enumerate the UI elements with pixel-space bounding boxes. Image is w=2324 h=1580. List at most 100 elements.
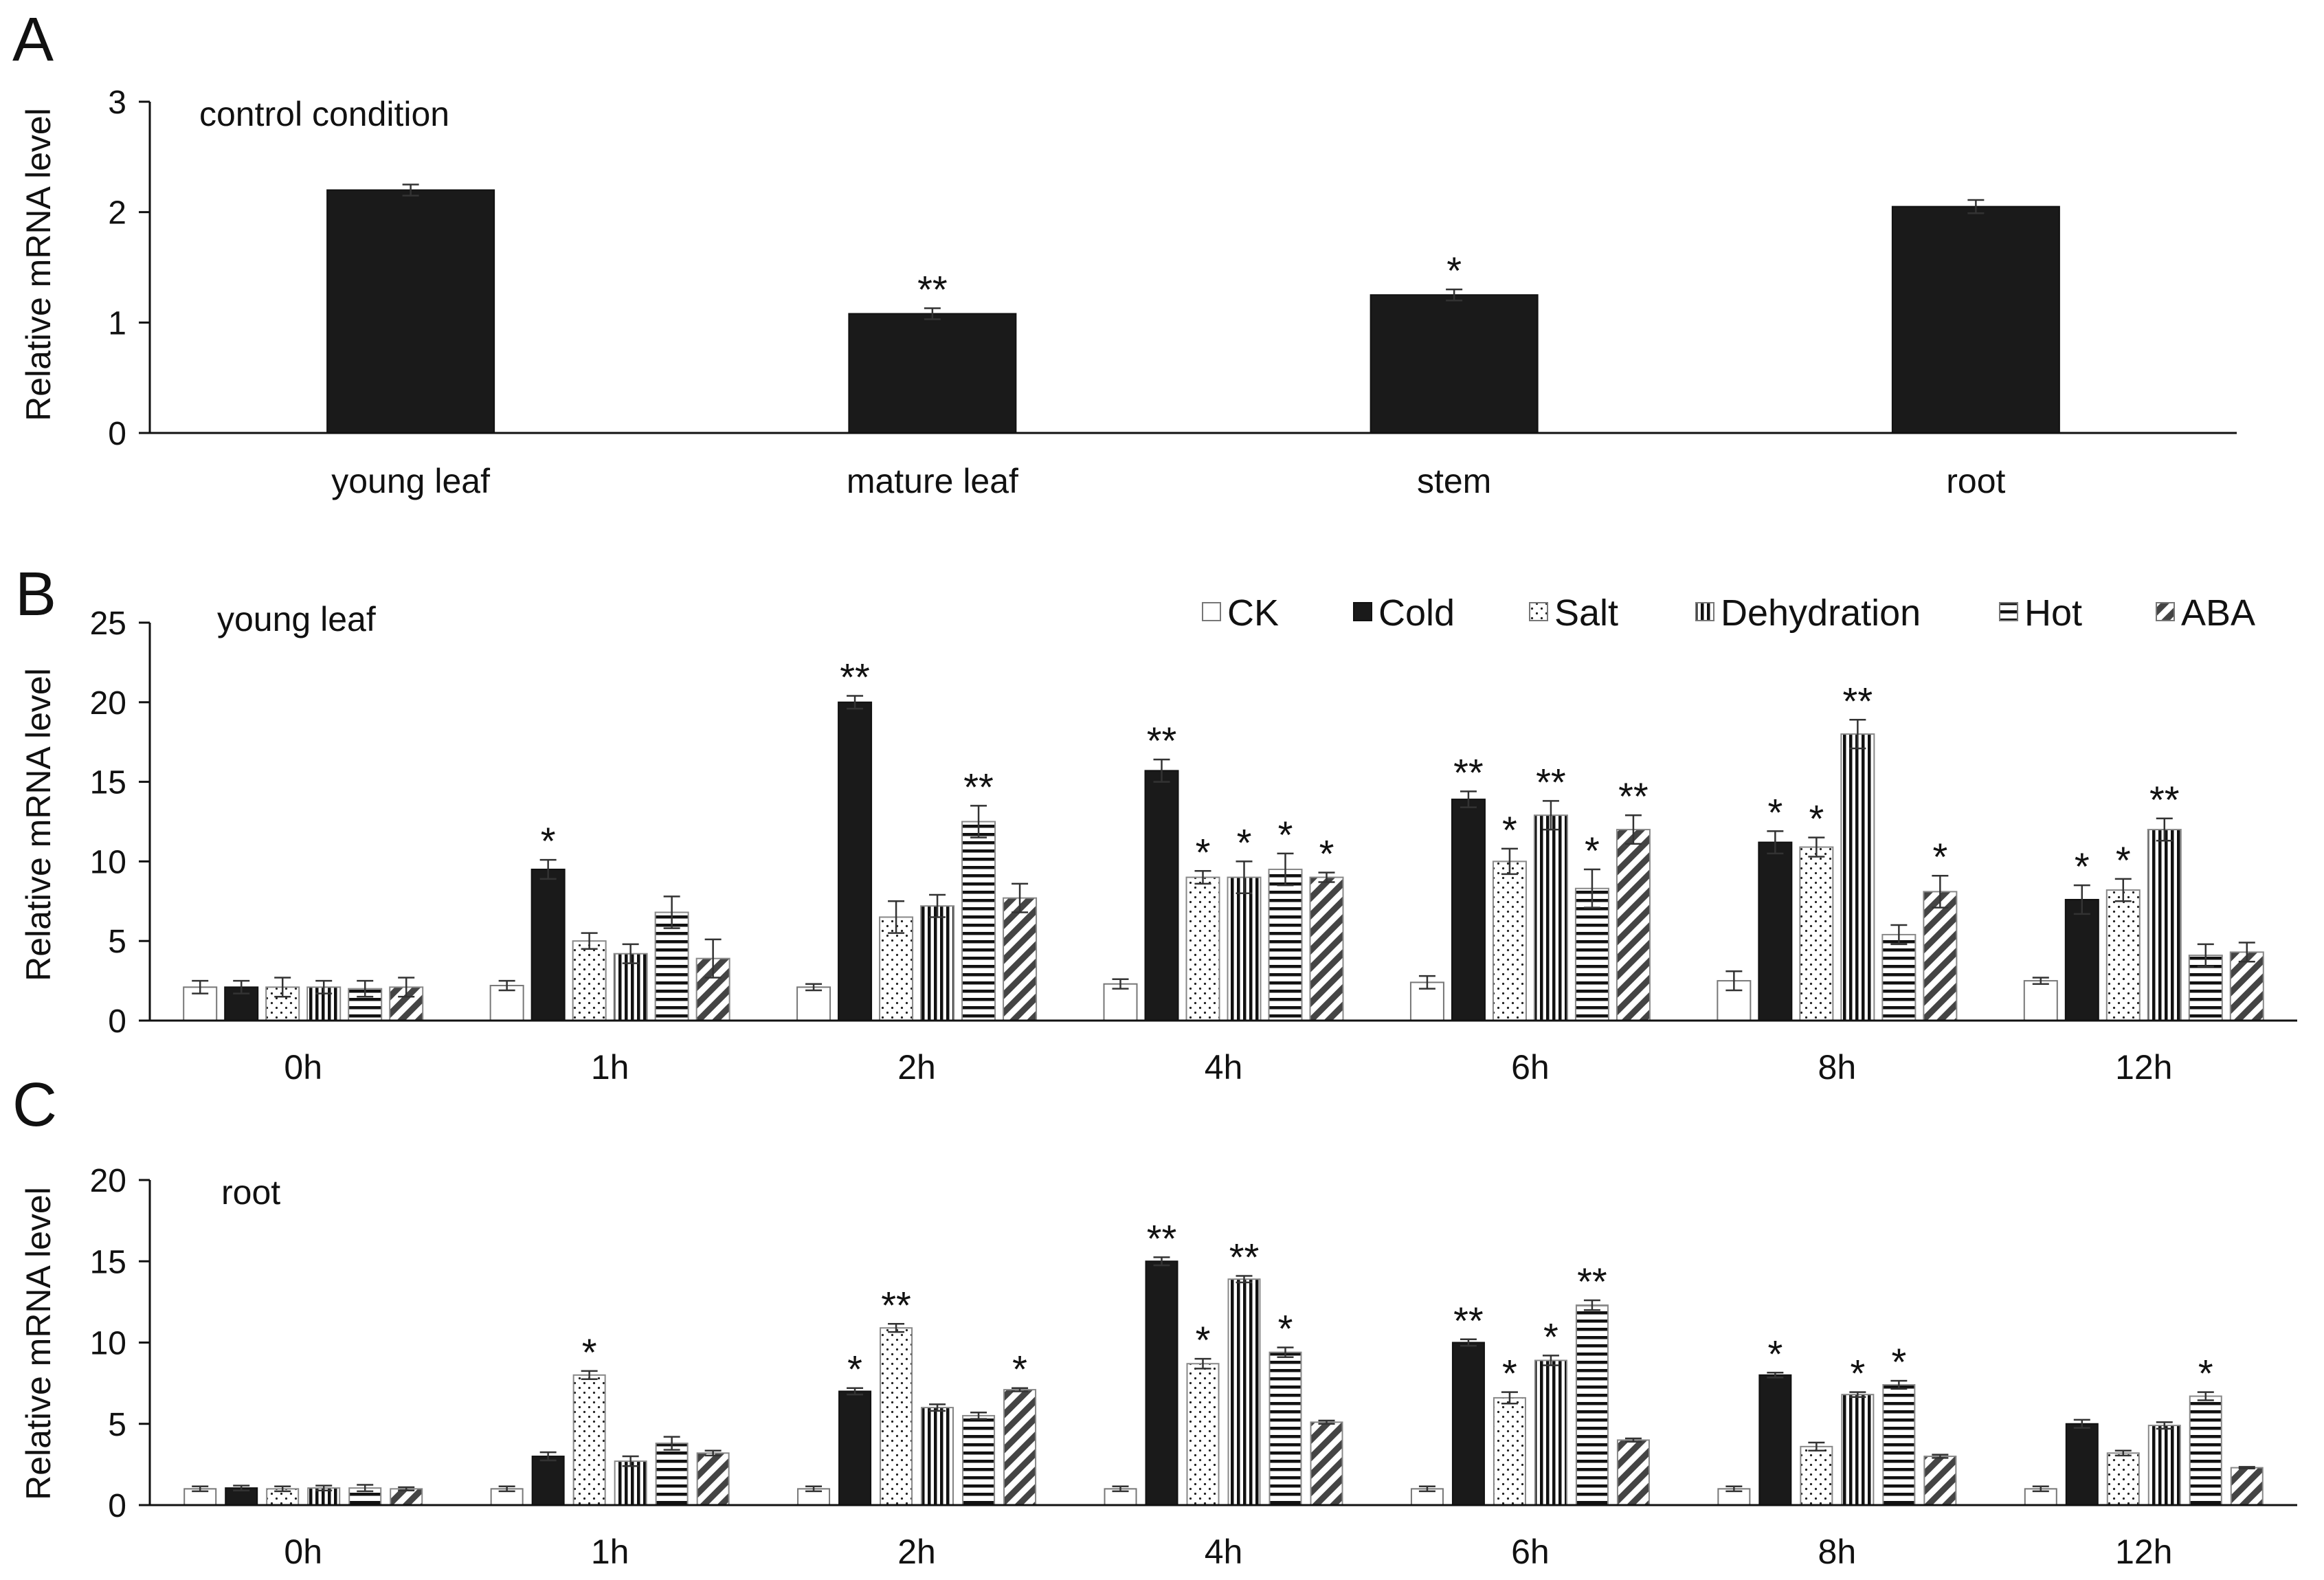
panel-c-bar-aba <box>2230 1467 2264 1506</box>
panel-b-category-label: 0h <box>284 1048 322 1087</box>
panel-b-bar-cold <box>2064 898 2099 1022</box>
panel-c-bar-hot <box>1269 1351 1302 1506</box>
panel-b-bar-cold <box>838 701 873 1021</box>
legend-item-hot: Hot <box>1999 592 2082 634</box>
panel-c-significance-mark: ** <box>1453 1299 1484 1342</box>
panel-c-bar-dehydration <box>1841 1394 1875 1506</box>
panel-b-significance-mark: ** <box>963 765 994 808</box>
panel-b-y-tick-label: 15 <box>90 765 126 801</box>
panel-c-bar-cold <box>1145 1260 1178 1506</box>
panel-c-significance-mark: * <box>1278 1307 1293 1350</box>
panel-b-bar-aba <box>1923 891 1958 1022</box>
panel-c-category-label: 4h <box>1205 1533 1243 1571</box>
panel-a-bar-control <box>1370 294 1539 434</box>
panel-c-y-axis-label: Relative mRNA level <box>19 1187 58 1500</box>
panel-b-significance-mark: * <box>2116 838 2131 882</box>
panel-b-bar-aba <box>1616 829 1651 1021</box>
panel-c-bar-dehydration <box>1534 1359 1567 1506</box>
panel-c-bar-cold <box>531 1456 565 1506</box>
panel-c-bar-dehydration <box>2147 1425 2181 1506</box>
panel-c-y-tick-label: 20 <box>90 1163 126 1199</box>
panel-b-bars: ******** * * ********* * **** * *** <box>183 656 2264 1022</box>
panel-c-bar-aba <box>696 1452 730 1506</box>
panel-b-bar-cold <box>1758 841 1793 1022</box>
panel-c-y-tick-label: 10 <box>90 1326 126 1362</box>
panel-c-category-label: 2h <box>897 1533 936 1571</box>
panel-b-bar-hot <box>654 911 689 1021</box>
panel-a-bar-control <box>326 189 495 434</box>
panel-b-significance-mark: ** <box>1536 760 1566 803</box>
panel-a-y-tick-label: 1 <box>108 305 126 342</box>
legend-swatch-aba <box>2156 602 2175 621</box>
panel-b: B young leaf Relative mRNA level 0 5 10 15 2… <box>15 560 2297 1087</box>
panel-b-y-tick-label: 0 <box>108 1003 126 1040</box>
panel-b-bar-salt <box>1492 860 1527 1022</box>
panel-c-significance-mark: ** <box>1147 1216 1177 1260</box>
panel-c-significance-mark: * <box>1850 1352 1865 1395</box>
panel-a: A control condition Relative mRNA level … <box>12 5 2237 500</box>
panel-b-bar-dehydration <box>1840 733 1875 1021</box>
legend-item-cold: Cold <box>1353 592 1455 634</box>
panel-c-bar-salt <box>880 1327 913 1506</box>
panel-a-categories: young leaf mature leaf stem root <box>331 462 2005 500</box>
panel-b-significance-mark: ** <box>1147 719 1177 762</box>
legend-item-aba: ABA <box>2156 592 2255 634</box>
panel-b-bar-hot <box>1881 933 1917 1022</box>
legend-label-hot: Hot <box>2024 592 2082 634</box>
panel-b-category-label: 2h <box>897 1048 936 1087</box>
panel-b-y-tick-label: 20 <box>90 685 126 722</box>
panel-a-condition-label: control condition <box>199 95 449 133</box>
panel-a-y-tick-label: 2 <box>108 195 126 232</box>
legend: CK Cold Salt Dehydration Hot ABA <box>1202 592 2255 634</box>
panel-a-category-label: root <box>1946 462 2005 500</box>
panel-c-bar-hot <box>1575 1304 1609 1506</box>
panel-b-bar-dehydration <box>1533 814 1568 1021</box>
legend-swatch-salt <box>1529 602 1548 621</box>
panel-b-bar-cold <box>530 868 566 1021</box>
panel-a-y-tick-label: 3 <box>108 85 126 121</box>
panel-b-bar-ck <box>489 985 524 1021</box>
panel-c-bar-dehydration <box>614 1460 647 1506</box>
legend-swatch-hot <box>1999 602 2018 621</box>
panel-c-significance-mark: * <box>1196 1318 1211 1361</box>
panel-c-significance-mark: ** <box>1229 1236 1260 1279</box>
panel-c-bars: * ********** ******* * * * <box>183 1216 2264 1506</box>
panel-a-significance-mark: * <box>1446 249 1462 292</box>
panel-c-bar-aba <box>1003 1389 1037 1506</box>
panel-c-category-label: 8h <box>1818 1533 1857 1571</box>
panel-b-significance-mark: * <box>2075 845 2090 888</box>
panel-b-significance-mark: * <box>1585 829 1600 872</box>
panel-b-significance-mark: ** <box>2149 778 2180 821</box>
panel-b-significance-mark: * <box>1767 790 1783 834</box>
panel-c-significance-mark: * <box>1891 1340 1906 1383</box>
legend-label-cold: Cold <box>1378 592 1455 634</box>
panel-b-significance-mark: ** <box>1453 750 1484 794</box>
panel-a-significance-mark: ** <box>917 267 948 311</box>
panel-c-bar-hot <box>655 1443 689 1506</box>
panel-b-significance-mark: * <box>1319 832 1334 876</box>
panel-b-category-label: 6h <box>1511 1048 1550 1087</box>
panel-b-bar-dehydration <box>920 905 955 1022</box>
legend-item-dehydration: Dehydration <box>1695 592 1921 634</box>
panel-c-letter: C <box>12 1071 57 1139</box>
panel-b-y-tick-label: 25 <box>90 605 126 642</box>
panel-a-category-label: young leaf <box>331 462 490 500</box>
legend-label-salt: Salt <box>1554 592 1618 634</box>
panel-b-bar-ck <box>2023 980 2058 1021</box>
panel-c-bar-hot <box>962 1414 996 1506</box>
panel-b-bar-aba <box>1309 876 1344 1022</box>
panel-b-significance-mark: * <box>1932 835 1947 878</box>
panel-c-significance-mark: * <box>1012 1348 1027 1391</box>
panel-c-y-tick-label: 0 <box>108 1488 126 1524</box>
panel-b-significance-mark: * <box>1278 813 1293 856</box>
panel-b-category-label: 12h <box>2115 1048 2172 1087</box>
legend-label-ck: CK <box>1227 592 1279 634</box>
panel-a-category-label: stem <box>1417 462 1491 500</box>
panel-b-significance-mark: * <box>1809 797 1824 841</box>
panel-b-category-label: 4h <box>1205 1048 1243 1087</box>
panel-c-categories: 0h 1h 2h 4h 6h 8h 12h <box>284 1533 2172 1571</box>
panel-a-category-label: mature leaf <box>847 462 1018 500</box>
panel-b-significance-mark: * <box>1502 808 1517 852</box>
panel-c-bar-cold <box>1758 1374 1792 1506</box>
